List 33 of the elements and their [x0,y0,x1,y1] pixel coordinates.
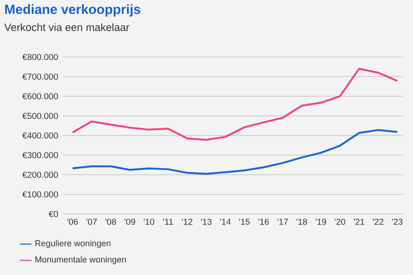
y-tick-label: €100.000 [22,191,58,198]
x-tick-label: '22 [372,218,384,225]
x-tick-label: '09 [124,218,136,225]
x-tick-label: '07 [86,218,97,225]
x-tick-label: '15 [239,218,250,225]
line-series [72,129,398,175]
x-tick-label: '13 [201,218,212,225]
legend-label: Reguliere woningen [35,240,110,248]
x-tick-label: '12 [182,218,192,225]
chart-subtitle: Verkocht via een makelaar [4,23,130,32]
y-tick-label: €700.000 [22,74,58,80]
y-tick-label: €500.000 [22,112,58,119]
y-tick-label: €300.000 [22,152,58,158]
x-tick-label: '08 [106,218,116,225]
x-tick-label: '23 [392,218,403,225]
x-tick-label: '18 [296,218,308,225]
x-tick-label: '20 [334,218,346,225]
y-tick-label: €600.000 [22,93,58,100]
x-tick-label: '11 [163,218,173,225]
y-tick-label: €200.000 [22,172,58,178]
x-tick-label: '16 [258,218,269,225]
y-tick-label: €800.000 [22,54,58,60]
legend-label: Monumentale woningen [35,256,126,264]
line-series [72,68,398,141]
chart-title: Mediane verkoopprijs [5,4,140,17]
x-tick-label: '06 [67,218,78,225]
y-tick-label: €0 [48,210,58,218]
x-tick-label: '21 [354,218,364,225]
x-tick-label: '14 [220,218,231,225]
x-tick-label: '19 [316,218,326,225]
y-tick-label: €400.000 [22,132,58,139]
x-tick-label: '10 [144,218,154,225]
x-tick-label: '17 [277,218,288,225]
